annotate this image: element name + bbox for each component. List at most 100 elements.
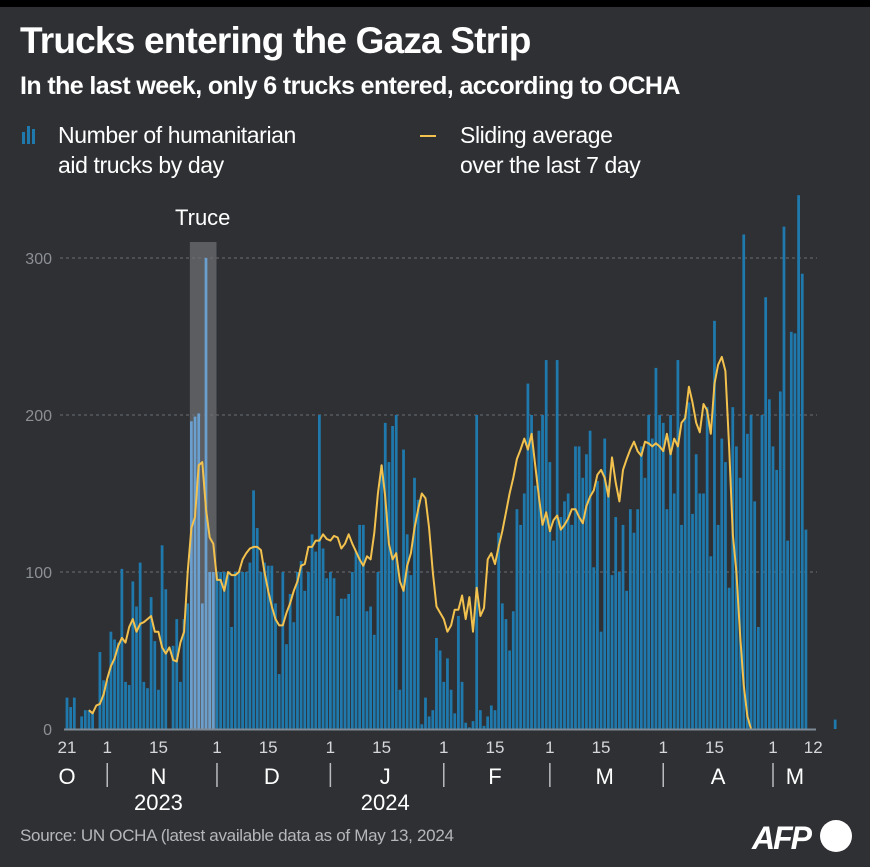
bar-day-157: [639, 446, 643, 729]
bar-day-12: [109, 631, 113, 729]
bar-day-121: [508, 650, 511, 729]
bar-day-36: [197, 413, 201, 729]
bar-day-14: [116, 642, 120, 729]
sliding-average-line: [88, 355, 752, 730]
bar-day-161: [654, 367, 658, 729]
bar-day-31: [179, 681, 182, 729]
bar-day-133: [552, 540, 555, 729]
bar-day-63: [296, 572, 299, 729]
bar-day-113: [478, 710, 482, 729]
bar-day-201: [800, 273, 804, 729]
bar-day-126: [526, 383, 530, 729]
bar-day-81: [361, 524, 365, 729]
bar-day-198: [789, 331, 793, 729]
bar-day-72: [328, 572, 332, 729]
bar-day-165: [669, 415, 672, 729]
bar-day-122: [511, 611, 515, 729]
bar-day-187: [749, 415, 753, 729]
bar-day-158: [643, 477, 647, 729]
bar-day-119: [500, 603, 504, 729]
bar-day-132: [548, 462, 552, 729]
bar-day-104: [446, 658, 449, 729]
bar-day-112: [475, 415, 479, 729]
bar-day-150: [614, 517, 618, 729]
bar-day-174: [702, 493, 705, 729]
bar-day-167: [676, 360, 680, 729]
bar-day-115: [486, 716, 490, 729]
bar-day-200: [797, 195, 800, 729]
x-tick-label: 12: [804, 738, 823, 757]
bar-day-67: [310, 534, 314, 729]
bar-day-41: [215, 572, 219, 729]
bar-day-60: [285, 644, 288, 729]
bar-day-160: [650, 438, 654, 729]
bar-day-45: [230, 626, 233, 729]
y-tick-label: 200: [25, 408, 52, 425]
bar-day-20: [138, 562, 142, 729]
bar-day-97: [420, 724, 424, 729]
bar-day-142: [585, 454, 588, 729]
bar-day-55: [266, 565, 270, 729]
month-label: D: [264, 764, 280, 789]
bar-day-77: [347, 593, 351, 729]
bar-day-64: [299, 561, 303, 729]
bar-day-54: [263, 562, 266, 729]
bar-day-44: [226, 572, 230, 729]
bar-day-95: [413, 477, 416, 729]
legend-bars-label-line2: aid trucks by day: [58, 152, 224, 178]
bar-day-127: [530, 415, 533, 729]
bar-day-90: [394, 415, 398, 729]
bar-day-136: [563, 501, 566, 729]
bar-day-151: [617, 572, 621, 729]
chart-subtitle: In the last week, only 6 trucks entered,…: [20, 72, 680, 100]
bar-day-130: [541, 415, 544, 729]
bar-day-68: [314, 551, 318, 729]
bar-day-38: [204, 258, 208, 729]
bar-day-17: [127, 685, 131, 729]
bar-day-144: [592, 567, 596, 729]
bar-day-66: [307, 572, 310, 729]
bar-day-100: [431, 710, 435, 729]
bar-day-155: [632, 532, 636, 729]
bar-day-111: [471, 721, 475, 729]
bar-day-82: [365, 611, 369, 729]
bar-day-6: [87, 710, 91, 729]
bar-day-176: [709, 556, 713, 729]
bar-day-141: [581, 477, 585, 729]
x-tick-label: 15: [592, 738, 611, 757]
bar-day-71: [325, 578, 329, 729]
legend-line-label-line2: over the last 7 day: [460, 152, 641, 178]
x-tick-label: 1: [545, 738, 554, 757]
bar-day-137: [566, 493, 570, 729]
bar-day-194: [775, 469, 779, 729]
bar-day-51: [252, 490, 255, 729]
bar-day-184: [738, 477, 742, 729]
bar-day-186: [746, 433, 749, 729]
source-note: Source: UN OCHA (latest available data a…: [20, 826, 454, 845]
bar-day-1: [69, 707, 73, 729]
bar-day-131: [544, 360, 548, 729]
bar-day-189: [756, 626, 760, 729]
bar-day-10: [102, 680, 105, 729]
bar-day-105: [449, 689, 453, 729]
afp-logo-text: AFP: [752, 820, 812, 856]
bar-day-84: [372, 634, 376, 729]
bar-chart-icon: [22, 126, 35, 144]
bar-day-93: [405, 534, 409, 729]
bar-day-156: [636, 509, 640, 729]
bar-day-135: [559, 517, 563, 729]
chart-area: 0 100 200 300 21 1 15 1 15 1 15 1 15 1 15 1 15 1 12 O N D J F M A…: [25, 195, 837, 815]
bar-day-140: [577, 446, 581, 729]
bar-day-40: [211, 572, 215, 729]
month-label: A: [711, 764, 726, 789]
bar-day-177: [713, 320, 716, 729]
chart-title: Trucks entering the Gaza Strip: [20, 20, 531, 61]
bar-day-143: [588, 430, 592, 729]
bar-day-73: [332, 578, 336, 729]
month-label: O: [58, 764, 75, 789]
bar-day-70: [321, 548, 325, 729]
bar-day-195: [778, 391, 782, 729]
bar-day-146: [599, 631, 603, 729]
bar-day-138: [570, 524, 574, 729]
bar-day-80: [358, 524, 362, 729]
